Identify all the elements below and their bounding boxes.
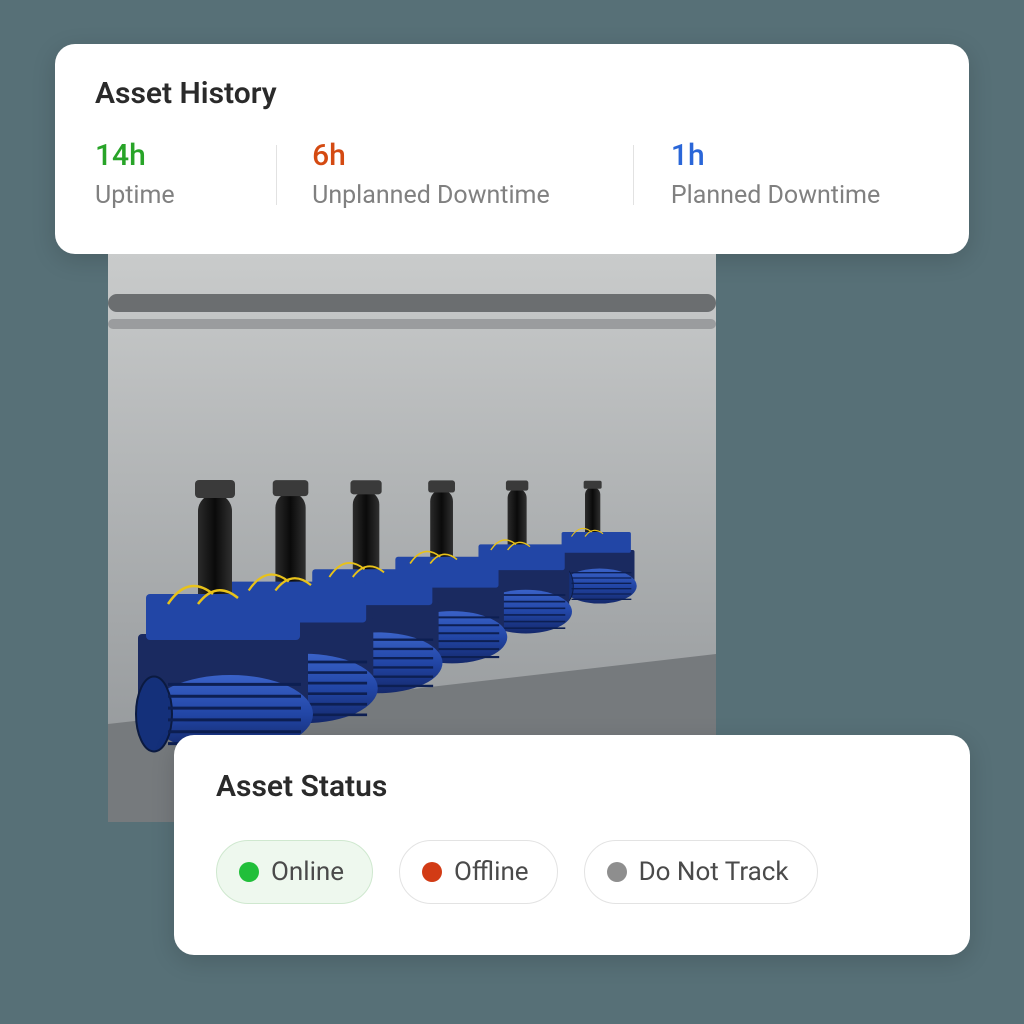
- history-stat-value: 14h: [95, 141, 241, 171]
- stat-divider: [633, 145, 634, 205]
- history-stat-value: 1h: [671, 141, 929, 171]
- status-pill-label: Offline: [454, 857, 529, 887]
- asset-history-title: Asset History: [95, 76, 929, 111]
- history-stat-label: Uptime: [95, 181, 241, 210]
- status-pill-do-not-track[interactable]: Do Not Track: [584, 840, 818, 904]
- asset-history-stats: 14h Uptime 6h Unplanned Downtime 1h Planned D…: [95, 141, 929, 210]
- status-pill-label: Online: [271, 857, 344, 887]
- status-pill-online[interactable]: Online: [216, 840, 373, 904]
- status-dot-icon: [239, 862, 259, 882]
- asset-status-options: Online Offline Do Not Track: [216, 840, 932, 904]
- status-pill-label: Do Not Track: [639, 857, 789, 887]
- asset-status-title: Asset Status: [216, 769, 932, 804]
- status-pill-offline[interactable]: Offline: [399, 840, 558, 904]
- asset-status-card: Asset Status Online Offline Do Not Track: [174, 735, 970, 955]
- status-dot-icon: [422, 862, 442, 882]
- stat-divider: [276, 145, 277, 205]
- history-stat-label: Unplanned Downtime: [312, 181, 596, 210]
- status-dot-icon: [607, 862, 627, 882]
- asset-history-card: Asset History 14h Uptime 6h Unplanned Downt…: [55, 44, 969, 254]
- history-stat: 1h Planned Downtime: [671, 141, 929, 210]
- history-stat: 6h Unplanned Downtime: [312, 141, 596, 210]
- history-stat-value: 6h: [312, 141, 596, 171]
- history-stat: 14h Uptime: [95, 141, 241, 210]
- history-stat-label: Planned Downtime: [671, 181, 929, 210]
